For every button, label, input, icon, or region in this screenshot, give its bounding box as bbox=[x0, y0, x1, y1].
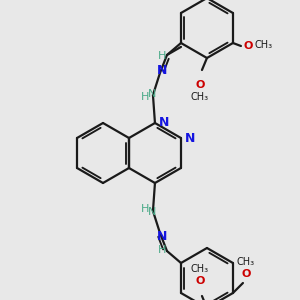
Text: N: N bbox=[159, 116, 169, 130]
Text: N: N bbox=[157, 230, 167, 242]
Text: N: N bbox=[185, 131, 195, 145]
Text: CH₃: CH₃ bbox=[237, 257, 255, 267]
Text: H: H bbox=[158, 245, 166, 255]
Text: N: N bbox=[148, 207, 156, 217]
Text: H: H bbox=[158, 51, 166, 61]
Text: CH₃: CH₃ bbox=[191, 264, 209, 274]
Text: O: O bbox=[244, 41, 253, 51]
Text: N: N bbox=[148, 89, 156, 99]
Text: O: O bbox=[195, 276, 205, 286]
Text: H: H bbox=[141, 204, 149, 214]
Text: CH₃: CH₃ bbox=[255, 40, 273, 50]
Text: O: O bbox=[241, 269, 250, 279]
Text: N: N bbox=[157, 64, 167, 76]
Text: O: O bbox=[195, 80, 205, 90]
Text: CH₃: CH₃ bbox=[191, 92, 209, 102]
Text: H: H bbox=[141, 92, 149, 102]
